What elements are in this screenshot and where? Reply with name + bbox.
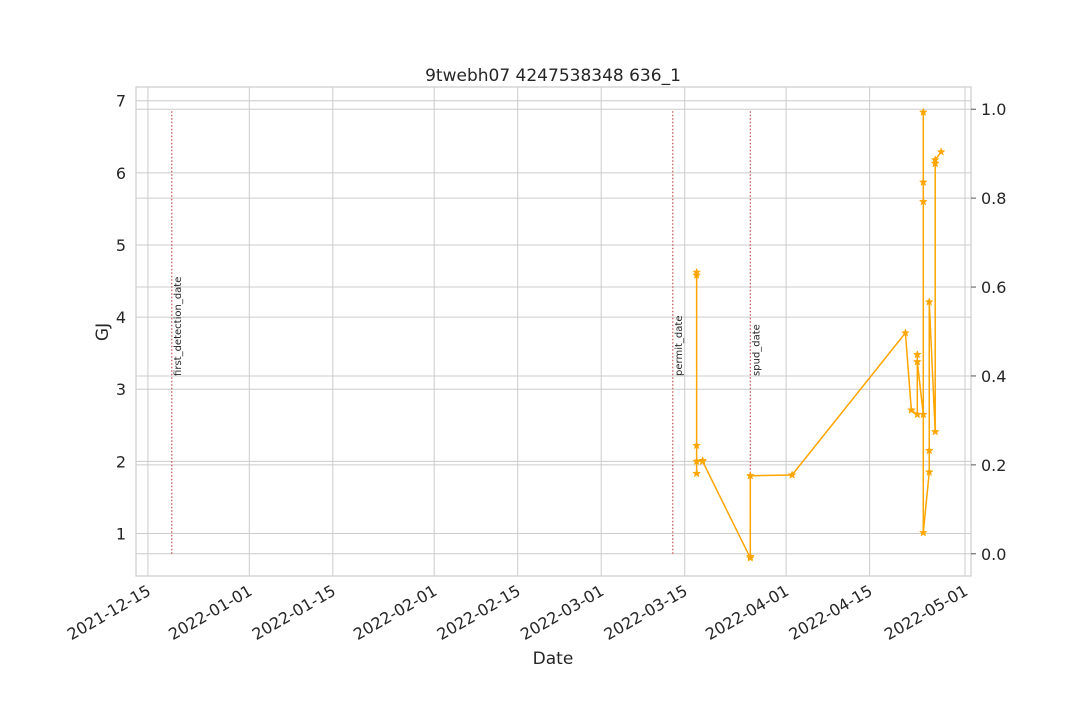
data-point-marker [918,196,928,206]
data-point-marker [924,445,934,455]
y2-tick-label: 1.0 [981,100,1006,119]
event-label: permit_date [674,316,685,376]
data-point-marker [924,467,934,476]
data-point-marker [918,528,928,537]
plot-frame [135,86,972,577]
data-point-marker [745,551,755,561]
y-tick-label: 6 [116,164,126,183]
y2-tick-label: 0.6 [981,278,1006,297]
data-point-marker [912,349,922,359]
data-point-marker [745,471,755,480]
y-axis-label: GJ [93,323,113,341]
data-point-marker [692,267,702,277]
data-point-marker [698,456,708,466]
data-point-marker [787,470,797,479]
y2-tick-label: 0.0 [981,545,1006,564]
y-tick-label: 7 [116,92,126,111]
y-tick-labels: 1 2 3 4 5 6 7 [116,92,126,544]
data-point-marker [912,357,922,366]
data-point-marker [918,177,928,187]
data-point-marker [692,440,702,450]
data-point-marker [930,427,940,436]
gridlines [136,87,971,576]
event-label: spud_date [751,324,762,376]
data-point-marker [924,297,934,306]
chart-title: 9twebh07 4247538348 636_1 [425,66,681,86]
y-tick-label: 5 [116,236,126,255]
data-point-marker [918,409,928,419]
x-axis-label: Date [533,649,574,669]
data-point-marker [936,147,946,156]
y2-tick-labels: 0.0 0.2 0.4 0.6 0.8 1.0 [971,100,1006,564]
data-series [692,107,946,562]
y-tick-label: 2 [116,452,126,471]
y2-tick-label: 0.2 [981,456,1006,475]
data-point-marker [692,270,702,280]
y-tick-label: 3 [116,380,126,399]
y-tick-label: 1 [116,524,126,543]
data-point-marker [930,158,940,168]
data-point-marker [930,155,940,164]
y2-tick-label: 0.8 [981,189,1006,208]
data-point-marker [918,107,928,117]
data-point-marker [906,405,916,414]
data-point-marker [900,328,910,337]
y-tick-label: 4 [116,308,126,327]
data-point-marker [692,468,702,478]
y2-tick-label: 0.4 [981,367,1006,386]
event-label: first_detection_date [173,277,184,376]
